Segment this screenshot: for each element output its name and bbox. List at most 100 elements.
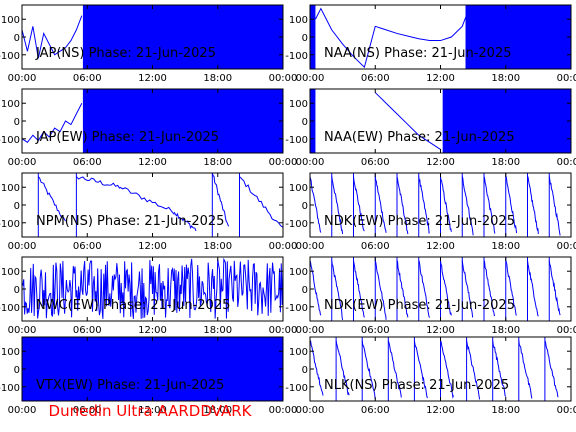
x-tick-label: 18:00 bbox=[491, 241, 520, 252]
series-line bbox=[461, 176, 474, 236]
y-tick-label: 100 bbox=[289, 347, 308, 358]
series-line bbox=[310, 260, 322, 316]
series-line bbox=[314, 7, 469, 69]
series-line bbox=[527, 176, 539, 234]
series-line bbox=[75, 176, 121, 189]
series-line bbox=[396, 260, 409, 318]
x-tick-label: 06:00 bbox=[361, 73, 390, 84]
series-line bbox=[418, 260, 431, 318]
panel-10: 100 0 -100 00:00 06:00 12:00 18:00 00:00 NLK(NS)… bbox=[285, 336, 576, 416]
x-tick-label: 00:00 bbox=[296, 325, 325, 336]
series-line bbox=[413, 340, 428, 399]
series-line bbox=[505, 176, 518, 234]
series-line bbox=[483, 260, 496, 317]
y-tick-label: -100 bbox=[285, 51, 308, 62]
x-tick-label: 12:00 bbox=[138, 157, 167, 168]
data-fill bbox=[465, 5, 571, 69]
series-line bbox=[387, 340, 402, 398]
data-fill bbox=[82, 89, 283, 153]
y-tick-label: -100 bbox=[285, 135, 308, 146]
y-tick-label: 0 bbox=[302, 117, 308, 128]
x-tick-label: 00:00 bbox=[557, 405, 576, 416]
panel-1: 100 0 -100 00:00 06:00 12:00 18:00 00:00 JAP(NS)… bbox=[0, 4, 298, 84]
series-line bbox=[396, 176, 409, 235]
y-tick-label: 100 bbox=[289, 99, 308, 110]
panel-2: 100 0 -100 00:00 06:00 12:00 18:00 00:00 NAA(NS)… bbox=[285, 4, 576, 84]
panel-6: 100 0 -100 00:00 06:00 12:00 18:00 00:00 NDK(EW)… bbox=[285, 172, 576, 252]
series-line bbox=[22, 102, 83, 144]
y-tick-label: 0 bbox=[14, 33, 20, 44]
y-tick-label: 0 bbox=[302, 365, 308, 376]
plot-area bbox=[310, 173, 571, 237]
x-tick-label: 12:00 bbox=[426, 73, 455, 84]
series-line bbox=[37, 176, 66, 222]
y-tick-label: 100 bbox=[289, 183, 308, 194]
x-tick-label: 06:00 bbox=[73, 241, 102, 252]
x-tick-label: 12:00 bbox=[426, 325, 455, 336]
x-tick-label: 06:00 bbox=[73, 157, 102, 168]
series-line bbox=[331, 260, 344, 321]
x-tick-label: 12:00 bbox=[426, 157, 455, 168]
y-tick-label: 100 bbox=[1, 267, 20, 278]
x-tick-label: 06:00 bbox=[361, 157, 390, 168]
x-tick-label: 00:00 bbox=[557, 241, 576, 252]
panel-title: NAA(EW) Phase: 21-Jun-2025 bbox=[324, 130, 515, 145]
panel-9: 100 0 -100 00:00 06:00 12:00 18:00 00:00 VTX(EW)… bbox=[0, 336, 298, 416]
panel-title: JAP(EW) Phase: 21-Jun-2025 bbox=[35, 130, 219, 145]
y-tick-label: -100 bbox=[0, 383, 20, 394]
panel-5: 100 0 -100 00:00 06:00 12:00 18:00 00:00 NPM(NS)… bbox=[0, 172, 297, 252]
panel-title: NLK(NS) Phase: 21-Jun-2025 bbox=[324, 378, 509, 393]
panel-4: 100 0 -100 00:00 06:00 12:00 18:00 00:00 NAA(EW)… bbox=[285, 88, 576, 168]
x-tick-label: 18:00 bbox=[203, 241, 232, 252]
series-line bbox=[335, 340, 350, 396]
x-tick-label: 18:00 bbox=[203, 405, 232, 416]
series-line bbox=[22, 15, 83, 59]
series-line bbox=[505, 260, 517, 316]
y-tick-label: 0 bbox=[14, 365, 20, 376]
footer-caption: Dunedin Ultra AARDDVARK bbox=[48, 402, 252, 420]
series-line bbox=[548, 260, 561, 316]
y-tick-label: 100 bbox=[1, 15, 20, 26]
y-tick-label: 0 bbox=[302, 33, 308, 44]
series-line bbox=[211, 173, 230, 227]
series-line bbox=[173, 211, 197, 232]
panel-title: NPM(NS) Phase: 21-Jun-2025 bbox=[36, 214, 224, 229]
y-tick-label: -100 bbox=[285, 383, 308, 394]
series-line bbox=[461, 260, 474, 318]
x-tick-label: 18:00 bbox=[491, 157, 520, 168]
plot-area bbox=[37, 173, 283, 237]
x-tick-label: 00:00 bbox=[296, 157, 325, 168]
x-tick-label: 06:00 bbox=[361, 325, 390, 336]
panel-title: NDK(EW) Phase: 21-Jun-2025 bbox=[324, 214, 515, 229]
x-tick-label: 12:00 bbox=[138, 241, 167, 252]
x-tick-label: 06:00 bbox=[73, 405, 102, 416]
y-tick-label: 0 bbox=[302, 285, 308, 296]
plot-area bbox=[310, 257, 571, 321]
x-tick-label: 00:00 bbox=[269, 73, 298, 84]
y-tick-label: 0 bbox=[14, 285, 20, 296]
series-line bbox=[353, 176, 365, 232]
x-tick-label: 06:00 bbox=[361, 405, 390, 416]
series-line bbox=[361, 340, 376, 400]
series-line bbox=[22, 337, 283, 401]
series-line bbox=[331, 176, 344, 235]
x-tick-label: 00:00 bbox=[8, 241, 37, 252]
x-tick-label: 12:00 bbox=[138, 405, 167, 416]
x-tick-label: 00:00 bbox=[296, 241, 325, 252]
y-tick-label: 0 bbox=[14, 117, 20, 128]
y-tick-label: 100 bbox=[1, 99, 20, 110]
y-tick-label: -100 bbox=[0, 51, 20, 62]
x-tick-label: 00:00 bbox=[269, 405, 298, 416]
panel-8: 100 0 -100 00:00 06:00 12:00 18:00 00:00 NDK(EW)… bbox=[285, 256, 576, 336]
panel-title: NDK(EW) Phase: 21-Jun-2025 bbox=[324, 298, 515, 313]
x-tick-label: 00:00 bbox=[296, 73, 325, 84]
plot-area bbox=[22, 337, 283, 401]
x-tick-label: 00:00 bbox=[8, 73, 37, 84]
data-fill bbox=[82, 5, 283, 69]
x-tick-label: 12:00 bbox=[426, 405, 455, 416]
series-line bbox=[239, 176, 283, 228]
panel-7: 100 0 -100 00:00 06:00 12:00 18:00 00:00 NWC(EW)… bbox=[0, 256, 297, 336]
panel-title: NAA(NS) Phase: 21-Jun-2025 bbox=[324, 46, 512, 61]
x-tick-label: 00:00 bbox=[8, 157, 37, 168]
